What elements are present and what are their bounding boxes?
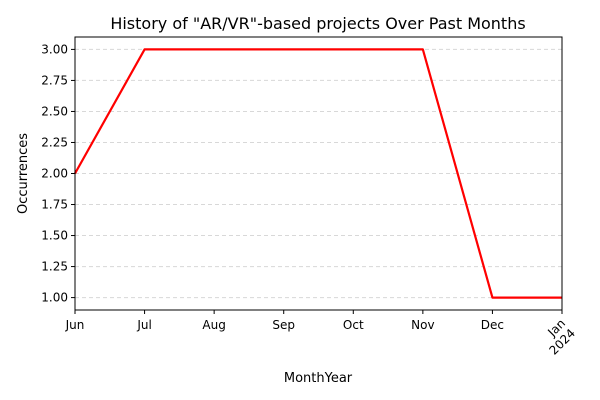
x-tick-label: Aug xyxy=(202,318,225,332)
series-group xyxy=(74,48,562,299)
series-line xyxy=(74,48,562,299)
y-axis: 1.00 1.25 1.50 1.75 2.00 2.25 2.50 2.75 3.00 xyxy=(41,42,75,305)
y-tick-label: 1.50 xyxy=(41,229,68,243)
grid-lines xyxy=(75,48,562,299)
x-tick-label: Jun xyxy=(65,318,85,332)
y-tick-label: 1.00 xyxy=(41,291,68,305)
x-tick-label: Oct xyxy=(343,318,364,332)
chart-title: History of "AR/VR"-based projects Over P… xyxy=(110,14,525,33)
x-axis-title: MonthYear xyxy=(284,371,353,386)
x-tick-label: Jul xyxy=(136,318,151,332)
x-axis: Jun Jul Aug Sep Oct Nov Dec Jan2024 xyxy=(65,310,578,358)
x-tick-label: Dec xyxy=(481,318,504,332)
x-tick-label: Sep xyxy=(272,318,295,332)
y-tick-label: 3.00 xyxy=(41,42,68,56)
x-tick-label: Nov xyxy=(411,318,434,332)
y-tick-label: 2.50 xyxy=(41,104,68,118)
y-tick-label: 1.25 xyxy=(41,260,68,274)
y-tick-label: 2.25 xyxy=(41,135,68,149)
y-tick-label: 2.75 xyxy=(41,73,68,87)
y-tick-label: 2.00 xyxy=(41,167,68,181)
x-tick-label: Jan2024 xyxy=(537,316,578,357)
y-tick-label: 1.75 xyxy=(41,198,68,212)
y-axis-title: Occurrences xyxy=(16,133,31,214)
